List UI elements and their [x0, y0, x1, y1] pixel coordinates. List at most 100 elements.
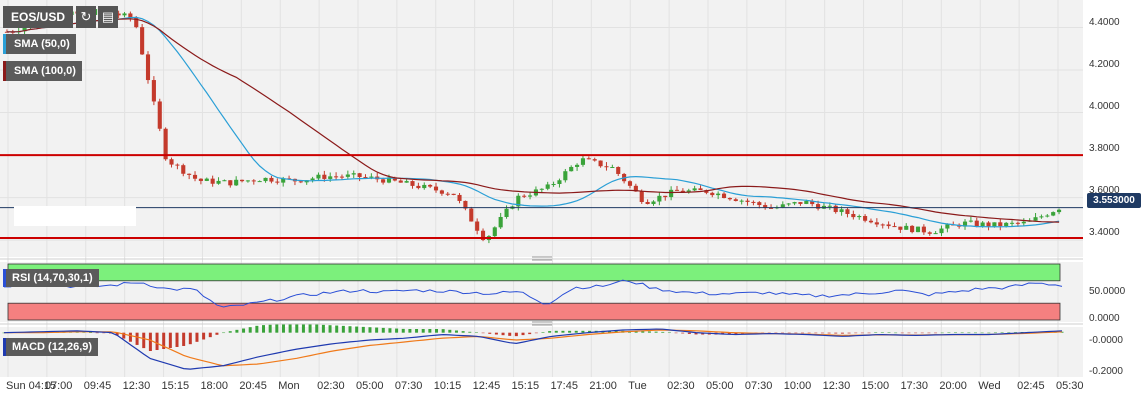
macd-histogram-bar	[335, 325, 339, 333]
macd-histogram-bar	[701, 332, 705, 335]
macd-histogram-bar	[268, 324, 272, 333]
candle-body	[604, 166, 609, 168]
time-tick: 05:00	[356, 380, 384, 392]
candle-body	[992, 222, 997, 227]
resize-handle-1[interactable]	[532, 256, 552, 261]
candle-body	[451, 193, 456, 195]
macd-histogram-bar	[834, 332, 838, 334]
time-tick: 18:00	[200, 380, 228, 392]
macd-histogram-bar	[534, 332, 538, 334]
time-tick: 17:45	[550, 380, 578, 392]
candle-body	[845, 209, 850, 214]
macd-histogram-bar	[155, 332, 159, 351]
candle-body	[539, 188, 544, 190]
macd-histogram-bar	[308, 324, 312, 333]
rsi-oversold-zone	[7, 302, 1061, 321]
macd-histogram-bar	[934, 332, 938, 334]
candle-body	[704, 190, 709, 193]
macd-histogram-bar	[202, 332, 206, 340]
legend-rsi[interactable]: RSI (14,70,30,1)	[3, 269, 99, 287]
candle-body	[780, 204, 785, 208]
candle-body	[880, 224, 885, 226]
candle-body	[480, 230, 486, 240]
macd-histogram-bar	[674, 332, 678, 334]
candle-body	[1051, 212, 1056, 216]
macd-histogram-bar	[295, 323, 299, 333]
macd-histogram-bar	[661, 331, 665, 333]
macd-histogram-bar	[514, 332, 518, 337]
macd-histogram-bar	[355, 326, 359, 333]
resize-handle-2[interactable]	[532, 321, 552, 326]
candle-body	[551, 184, 556, 186]
macd-histogram-bar	[168, 332, 172, 348]
macd-histogram-bar	[208, 332, 212, 338]
macd-histogram-bar	[980, 332, 984, 334]
candle-body	[716, 193, 721, 196]
candle-body	[128, 13, 133, 18]
time-tick: 12:30	[822, 380, 851, 392]
candle-body	[1015, 222, 1020, 224]
macd-histogram-bar	[907, 332, 911, 334]
time-tick: Mon	[278, 380, 300, 392]
macd-histogram-bar	[687, 332, 691, 334]
macd-histogram-bar	[474, 332, 478, 333]
price-tick: 3.6000	[1089, 185, 1120, 196]
time-tick: 07:30	[394, 380, 423, 392]
macd-histogram-bar	[608, 330, 612, 333]
candle-body	[239, 179, 245, 182]
candle-body	[386, 177, 392, 183]
legend-macd[interactable]: MACD (12,26,9)	[3, 338, 99, 356]
time-tick: 10:00	[783, 380, 812, 392]
candle-body	[351, 173, 356, 175]
candle-body	[433, 186, 439, 191]
macd-histogram-bar	[800, 332, 804, 334]
candle-body	[1009, 222, 1015, 224]
candle-body	[439, 190, 444, 194]
time-tick: Sun 04:15	[6, 380, 57, 392]
candle-body	[245, 180, 250, 182]
macd-histogram-bar	[195, 332, 199, 342]
candle-body	[868, 220, 874, 223]
candle-body	[580, 158, 586, 165]
calendar-icon[interactable]: ▤	[98, 6, 118, 28]
candle-body	[669, 189, 674, 198]
time-tick: 17:30	[900, 380, 928, 392]
candle-body	[1033, 217, 1038, 221]
macd-histogram-bar	[614, 330, 618, 333]
time-tick: 15:15	[161, 380, 190, 392]
macd-histogram-bar	[973, 332, 977, 334]
macd-histogram-bar	[341, 325, 345, 333]
candle-body	[263, 177, 268, 182]
candle-body	[145, 54, 151, 81]
macd-histogram-bar	[548, 331, 552, 333]
time-tick: 09:45	[83, 380, 112, 392]
macd-histogram-bar	[215, 332, 219, 335]
candle-body	[904, 225, 909, 230]
candle-body	[1039, 216, 1044, 218]
macd-histogram-bar	[880, 332, 884, 333]
candle-body	[898, 226, 903, 230]
candle-body	[216, 180, 221, 184]
macd-histogram-bar	[927, 332, 931, 334]
macd-histogram-bar	[441, 329, 445, 333]
macd-histogram-bar	[115, 332, 119, 336]
candle-body	[910, 225, 915, 233]
candle-body	[269, 177, 274, 182]
legend-sma50[interactable]: SMA (50,0)	[3, 34, 76, 54]
macd-histogram-bar	[494, 332, 498, 335]
candle-body	[545, 184, 550, 189]
candle-body	[768, 207, 774, 209]
price-tick: 4.2000	[1089, 59, 1120, 70]
legend-sma100[interactable]: SMA (100,0)	[3, 61, 82, 81]
symbol-label[interactable]: EOS/USD	[3, 6, 74, 28]
macd-histogram-bar	[940, 332, 944, 334]
refresh-icon[interactable]: ↻	[76, 6, 96, 28]
macd-histogram-bar	[887, 332, 891, 334]
candle-body	[175, 164, 180, 166]
macd-histogram-bar	[222, 332, 226, 334]
last-price-badge: 3.553000	[1087, 193, 1141, 208]
candle-body	[392, 177, 397, 181]
macd-histogram-bar	[960, 332, 964, 334]
time-tick: 02:30	[317, 380, 345, 392]
